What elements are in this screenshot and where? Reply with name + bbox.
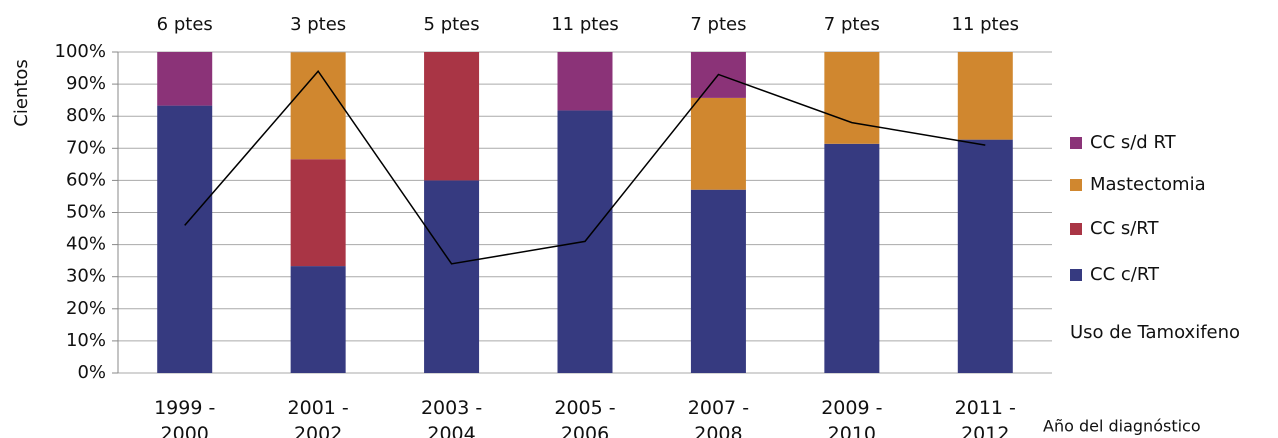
legend-label: Mastectomia [1090, 174, 1206, 195]
legend-label: CC s/RT [1090, 218, 1159, 239]
bar-label: 5 ptes [424, 14, 480, 35]
x-tick-label: 1999 - 2000 [154, 397, 216, 438]
y-tick-label: 60% [66, 169, 106, 190]
bar-label: 7 ptes [824, 14, 880, 35]
bar-segment [290, 159, 346, 267]
legend-label: CC c/RT [1090, 264, 1160, 285]
x-axis-title: Año del diagnóstico [1043, 417, 1201, 436]
bar-segment [157, 105, 213, 374]
bar-label: 7 ptes [690, 14, 746, 35]
bar-segment [557, 52, 613, 111]
bar-label: 3 ptes [290, 14, 346, 35]
y-tick-label: 100% [55, 41, 106, 62]
x-tick-label: 2005 - 2006 [554, 397, 616, 438]
legend-swatch [1070, 223, 1082, 235]
bar-segment [824, 52, 880, 144]
bar-segment [424, 52, 480, 181]
bar-segment [290, 52, 346, 160]
y-tick-label: 70% [66, 137, 106, 158]
bar-segment [290, 266, 346, 373]
y-tick-label: 0% [77, 362, 106, 383]
bar-segment [690, 97, 746, 190]
x-tick-label: 2007 - 2008 [687, 397, 750, 438]
y-tick-label: 80% [66, 105, 106, 126]
y-tick-label: 50% [66, 202, 106, 223]
y-tick-label: 40% [66, 234, 106, 255]
x-tick-label: 2001 - 2002 [287, 397, 349, 438]
y-tick-label: 30% [66, 266, 106, 287]
x-tick-label: 2011 - 2012 [954, 397, 1016, 438]
y-axis-title: Cientos [11, 59, 32, 127]
bar-segment [957, 139, 1013, 373]
x-tick-label: 2003 - 2004 [420, 397, 483, 438]
bar-label: 6 ptes [157, 14, 213, 35]
x-tick-label: 2009 - 2010 [821, 397, 883, 438]
legend-swatch [1070, 179, 1082, 191]
legend-swatch [1070, 137, 1082, 149]
bar-label: 11 ptes [551, 14, 619, 35]
y-tick-label: 20% [66, 298, 106, 319]
legend-swatch [1070, 269, 1082, 281]
bar-segment [957, 52, 1013, 140]
bar-segment [824, 143, 880, 373]
bar-segment [690, 189, 746, 373]
y-tick-label: 10% [66, 330, 106, 351]
bar-segment [424, 180, 480, 373]
bar-segment [157, 52, 213, 106]
legend-label: Uso de Tamoxifeno [1070, 322, 1240, 343]
line [184, 70, 986, 265]
y-tick-label: 90% [66, 73, 106, 94]
legend-label: CC s/d RT [1090, 132, 1177, 153]
bar-label: 11 ptes [952, 14, 1020, 35]
